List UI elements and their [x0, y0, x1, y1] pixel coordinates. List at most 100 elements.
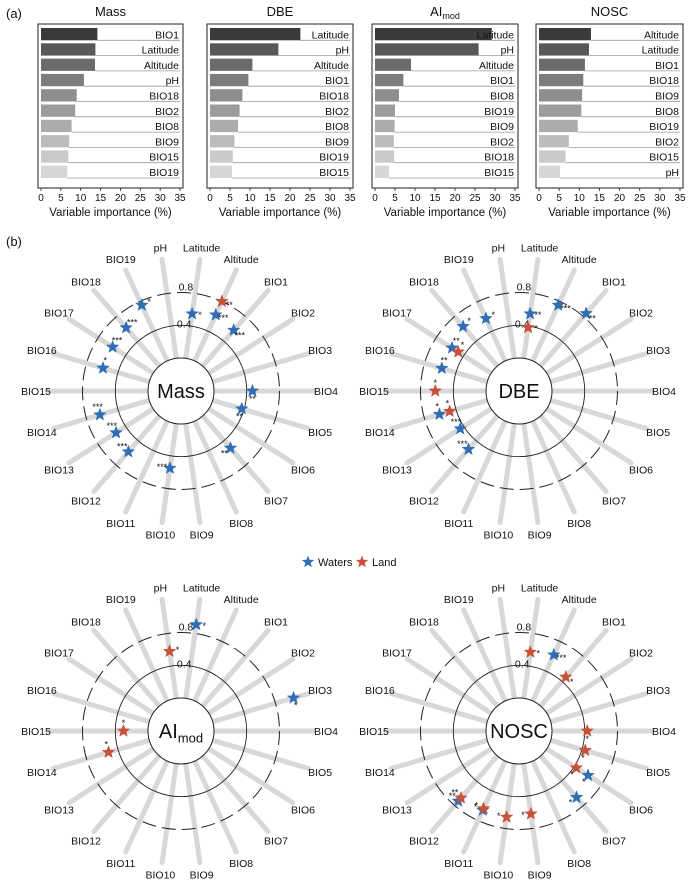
- x-tick-label: 20: [614, 193, 626, 204]
- x-tick-label: 0: [38, 193, 44, 204]
- significance-mark: **: [589, 314, 597, 324]
- bar: [375, 89, 399, 102]
- bar-label: BIO2: [655, 136, 679, 148]
- spoke: [66, 656, 156, 716]
- spoke: [548, 397, 650, 431]
- waters-star-bio13: [109, 425, 123, 439]
- bar: [210, 165, 232, 178]
- waters-star-bio19: [134, 297, 149, 311]
- center-disc: [147, 697, 215, 765]
- axis-label: BIO17: [382, 648, 412, 660]
- x-tick-label: 5: [58, 193, 64, 204]
- axis-label: BIO2: [291, 308, 315, 320]
- spoke: [404, 406, 494, 466]
- bar: [375, 135, 394, 148]
- waters-star-bio16: [96, 360, 110, 374]
- bar-label: BIO2: [155, 106, 179, 118]
- spoke: [159, 256, 179, 361]
- axis-label: BIO16: [365, 685, 395, 697]
- bar: [375, 104, 395, 117]
- bar: [210, 150, 233, 163]
- significance-mark: *: [198, 310, 202, 320]
- bar-label: BIO19: [484, 106, 514, 118]
- x-tick-label: 25: [469, 193, 481, 204]
- bar-label: BIO9: [490, 121, 514, 133]
- bar: [539, 58, 585, 71]
- axis-label: BIO14: [27, 427, 57, 439]
- significance-mark: **: [534, 310, 542, 320]
- x-tick-label: 5: [227, 193, 233, 204]
- bar-label: BIO8: [655, 106, 679, 118]
- axis-label: BIO6: [291, 804, 315, 816]
- land-star-bio14: [101, 745, 116, 759]
- ring-label: 0.8: [179, 282, 194, 294]
- spoke: [429, 628, 500, 709]
- spoke: [530, 267, 577, 364]
- land-star-bio15: [428, 383, 443, 397]
- axis-label: BIO14: [365, 767, 395, 779]
- spoke: [461, 418, 508, 515]
- radial-title: DBE: [498, 381, 539, 403]
- bar: [539, 104, 582, 117]
- bar: [41, 119, 72, 133]
- spoke: [206, 656, 296, 716]
- bar-label: BIO9: [655, 91, 679, 103]
- spoke: [123, 758, 170, 855]
- significance-mark: *: [581, 753, 585, 763]
- ring-0.8: [82, 292, 280, 490]
- axis-label: BIO7: [602, 496, 626, 508]
- spoke: [200, 628, 271, 709]
- significance-mark: *: [435, 402, 439, 412]
- waters-star-latitude: [189, 617, 204, 631]
- waters-star-altitude: [208, 307, 223, 321]
- bar-label: pH: [336, 45, 349, 57]
- spoke: [200, 753, 271, 834]
- significance-mark: **: [226, 300, 234, 310]
- center-disc: [485, 357, 553, 425]
- bar-label: BIO18: [649, 75, 679, 87]
- bar-label: BIO1: [155, 29, 179, 41]
- axis-label: BIO11: [106, 858, 135, 870]
- spoke: [192, 418, 239, 515]
- ring-label: 0.4: [177, 318, 192, 330]
- waters-star-altitude: [551, 297, 566, 311]
- waters-star-bio12: [121, 444, 136, 458]
- axis-label: Latitude: [183, 243, 221, 255]
- plot-frame: [535, 23, 684, 189]
- significance-mark: ***: [457, 439, 468, 449]
- axis-label: BIO16: [27, 685, 57, 697]
- waters-star-bio3: [286, 690, 301, 704]
- spoke: [192, 758, 239, 855]
- significance-mark: *: [474, 802, 478, 812]
- bar-label: BIO15: [149, 152, 179, 164]
- axis-label: BIO19: [106, 594, 136, 606]
- plot-frame: [37, 23, 184, 189]
- waters-legend-star-icon: [301, 555, 315, 568]
- spoke: [538, 628, 609, 709]
- axis-label: BIO4: [652, 726, 676, 738]
- bar-chart-2: DBE Latitude pH Altitude BIO1 BIO18 BIO2 BIO8 BI…: [206, 4, 356, 219]
- bar: [375, 58, 411, 71]
- axis-label: Latitude: [521, 243, 559, 255]
- x-axis-label: Variable importance (%): [548, 207, 671, 219]
- bar: [539, 135, 569, 148]
- radial-title: Mass: [157, 381, 205, 403]
- axis-label: BIO7: [264, 496, 288, 508]
- significance-mark: *: [202, 621, 206, 631]
- chart-title: AImod: [430, 4, 460, 21]
- x-tick-label: 15: [594, 193, 606, 204]
- axis-label: BIO9: [528, 870, 552, 882]
- axis-label: BIO6: [629, 464, 653, 476]
- waters-star-bio7: [569, 790, 584, 804]
- bar-label: Latitude: [477, 29, 515, 41]
- axis-label: BIO15: [21, 386, 51, 398]
- bar-label: BIO8: [325, 121, 349, 133]
- spoke: [123, 607, 170, 704]
- axis-label: BIO3: [308, 345, 332, 357]
- axis-label: BIO3: [646, 685, 670, 697]
- spoke: [497, 596, 517, 701]
- spoke: [388, 691, 490, 725]
- axis-label: BIO18: [71, 616, 101, 628]
